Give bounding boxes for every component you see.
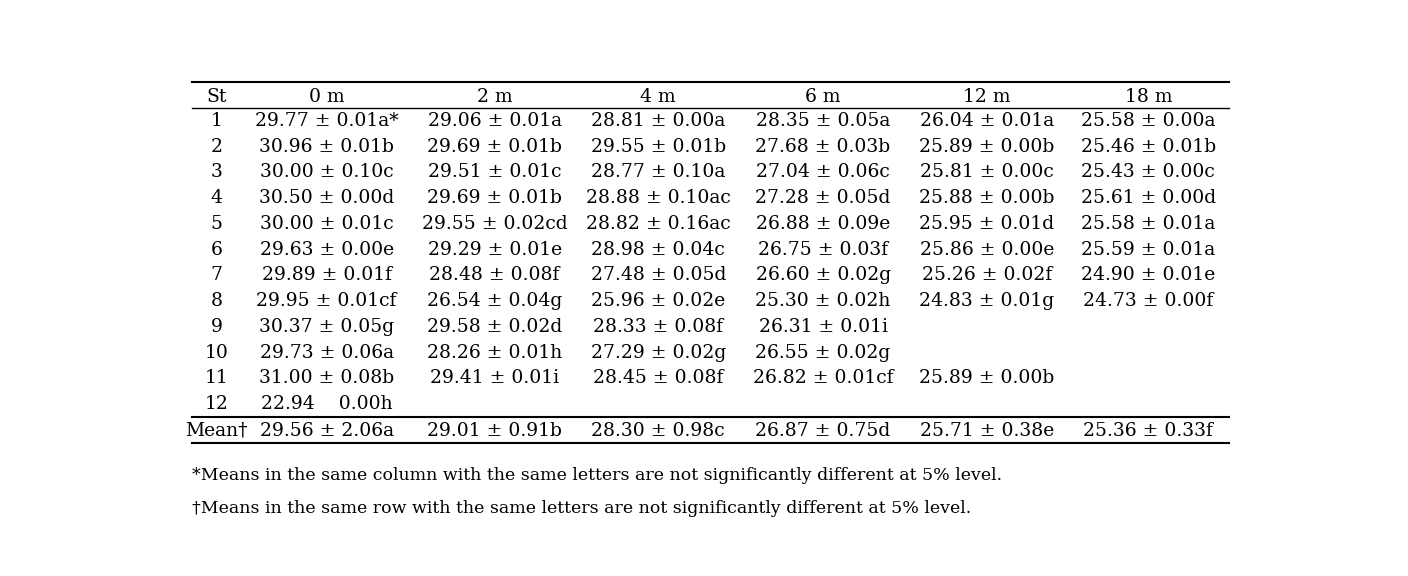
Text: 28.48 ± 0.08f: 28.48 ± 0.08f: [429, 266, 560, 285]
Text: 24.73 ± 0.00f: 24.73 ± 0.00f: [1083, 292, 1214, 310]
Text: 25.95 ± 0.01d: 25.95 ± 0.01d: [919, 215, 1055, 233]
Text: 12: 12: [204, 395, 228, 413]
Text: 29.77 ± 0.01a*: 29.77 ± 0.01a*: [255, 112, 398, 130]
Text: 29.06 ± 0.01a: 29.06 ± 0.01a: [428, 112, 562, 130]
Text: 25.61 ± 0.00d: 25.61 ± 0.00d: [1081, 189, 1217, 207]
Text: 26.55 ± 0.02g: 26.55 ± 0.02g: [756, 343, 891, 362]
Text: 24.83 ± 0.01g: 24.83 ± 0.01g: [919, 292, 1055, 310]
Text: 25.58 ± 0.01a: 25.58 ± 0.01a: [1081, 215, 1215, 233]
Text: 26.88 ± 0.09e: 26.88 ± 0.09e: [756, 215, 890, 233]
Text: 25.88 ± 0.00b: 25.88 ± 0.00b: [919, 189, 1055, 207]
Text: 25.89 ± 0.00b: 25.89 ± 0.00b: [919, 369, 1055, 387]
Text: 28.26 ± 0.01h: 28.26 ± 0.01h: [427, 343, 562, 362]
Text: 7: 7: [210, 266, 222, 285]
Text: 25.71 ± 0.38e: 25.71 ± 0.38e: [919, 422, 1053, 440]
Text: 28.81 ± 0.00a: 28.81 ± 0.00a: [591, 112, 725, 130]
Text: 29.41 ± 0.01i: 29.41 ± 0.01i: [429, 369, 559, 387]
Text: 0 m: 0 m: [308, 88, 345, 105]
Text: 25.89 ± 0.00b: 25.89 ± 0.00b: [919, 138, 1055, 156]
Text: 26.87 ± 0.75d: 26.87 ± 0.75d: [756, 422, 891, 440]
Text: St: St: [206, 88, 227, 105]
Text: 25.59 ± 0.01a: 25.59 ± 0.01a: [1081, 241, 1215, 259]
Text: 29.69 ± 0.01b: 29.69 ± 0.01b: [427, 138, 562, 156]
Text: 25.30 ± 0.02h: 25.30 ± 0.02h: [756, 292, 891, 310]
Text: 30.00 ± 0.10c: 30.00 ± 0.10c: [259, 164, 393, 181]
Text: 8: 8: [210, 292, 222, 310]
Text: 29.95 ± 0.01cf: 29.95 ± 0.01cf: [256, 292, 397, 310]
Text: 6: 6: [210, 241, 222, 259]
Text: 6 m: 6 m: [805, 88, 841, 105]
Text: 25.43 ± 0.00c: 25.43 ± 0.00c: [1081, 164, 1215, 181]
Text: 22.94    0.00h: 22.94 0.00h: [260, 395, 393, 413]
Text: 26.54 ± 0.04g: 26.54 ± 0.04g: [427, 292, 562, 310]
Text: 4: 4: [210, 189, 222, 207]
Text: 29.69 ± 0.01b: 29.69 ± 0.01b: [427, 189, 562, 207]
Text: 26.75 ± 0.03f: 26.75 ± 0.03f: [758, 241, 888, 259]
Text: 25.46 ± 0.01b: 25.46 ± 0.01b: [1080, 138, 1217, 156]
Text: 28.35 ± 0.05a: 28.35 ± 0.05a: [756, 112, 890, 130]
Text: 29.56 ± 2.06a: 29.56 ± 2.06a: [259, 422, 394, 440]
Text: 3: 3: [210, 164, 222, 181]
Text: 27.48 ± 0.05d: 27.48 ± 0.05d: [590, 266, 727, 285]
Text: 25.58 ± 0.00a: 25.58 ± 0.00a: [1081, 112, 1215, 130]
Text: 25.26 ± 0.02f: 25.26 ± 0.02f: [922, 266, 1052, 285]
Text: †Means in the same row with the same letters are not significantly different at : †Means in the same row with the same let…: [193, 500, 972, 517]
Text: 28.77 ± 0.10a: 28.77 ± 0.10a: [591, 164, 725, 181]
Text: 29.58 ± 0.02d: 29.58 ± 0.02d: [427, 318, 562, 336]
Text: 30.37 ± 0.05g: 30.37 ± 0.05g: [259, 318, 394, 336]
Text: 29.55 ± 0.01b: 29.55 ± 0.01b: [591, 138, 727, 156]
Text: 29.63 ± 0.00e: 29.63 ± 0.00e: [259, 241, 394, 259]
Text: 5: 5: [210, 215, 222, 233]
Text: 9: 9: [210, 318, 222, 336]
Text: 29.73 ± 0.06a: 29.73 ± 0.06a: [259, 343, 394, 362]
Text: 29.51 ± 0.01c: 29.51 ± 0.01c: [428, 164, 562, 181]
Text: 26.31 ± 0.01i: 26.31 ± 0.01i: [759, 318, 887, 336]
Text: 28.30 ± 0.98c: 28.30 ± 0.98c: [591, 422, 725, 440]
Text: 29.55 ± 0.02cd: 29.55 ± 0.02cd: [422, 215, 567, 233]
Text: 2 m: 2 m: [477, 88, 513, 105]
Text: 28.33 ± 0.08f: 28.33 ± 0.08f: [593, 318, 724, 336]
Text: 26.60 ± 0.02g: 26.60 ± 0.02g: [756, 266, 891, 285]
Text: 18 m: 18 m: [1125, 88, 1171, 105]
Text: 10: 10: [204, 343, 228, 362]
Text: 27.28 ± 0.05d: 27.28 ± 0.05d: [756, 189, 891, 207]
Text: 29.89 ± 0.01f: 29.89 ± 0.01f: [262, 266, 391, 285]
Text: 12 m: 12 m: [963, 88, 1011, 105]
Text: 2: 2: [210, 138, 222, 156]
Text: 24.90 ± 0.01e: 24.90 ± 0.01e: [1081, 266, 1215, 285]
Text: 26.82 ± 0.01cf: 26.82 ± 0.01cf: [753, 369, 893, 387]
Text: *Means in the same column with the same letters are not significantly different : *Means in the same column with the same …: [193, 467, 1002, 484]
Text: 27.68 ± 0.03b: 27.68 ± 0.03b: [756, 138, 891, 156]
Text: 30.50 ± 0.00d: 30.50 ± 0.00d: [259, 189, 394, 207]
Text: 28.88 ± 0.10ac: 28.88 ± 0.10ac: [586, 189, 731, 207]
Text: 31.00 ± 0.08b: 31.00 ± 0.08b: [259, 369, 394, 387]
Text: 27.04 ± 0.06c: 27.04 ± 0.06c: [756, 164, 890, 181]
Text: 25.36 ± 0.33f: 25.36 ± 0.33f: [1083, 422, 1214, 440]
Text: 30.00 ± 0.01c: 30.00 ± 0.01c: [259, 215, 393, 233]
Text: Mean†: Mean†: [184, 422, 248, 440]
Text: 1: 1: [210, 112, 222, 130]
Text: 27.29 ± 0.02g: 27.29 ± 0.02g: [591, 343, 727, 362]
Text: 26.04 ± 0.01a: 26.04 ± 0.01a: [919, 112, 1053, 130]
Text: 30.96 ± 0.01b: 30.96 ± 0.01b: [259, 138, 394, 156]
Text: 28.82 ± 0.16ac: 28.82 ± 0.16ac: [586, 215, 731, 233]
Text: 25.96 ± 0.02e: 25.96 ± 0.02e: [591, 292, 725, 310]
Text: 28.98 ± 0.04c: 28.98 ± 0.04c: [591, 241, 725, 259]
Text: 28.45 ± 0.08f: 28.45 ± 0.08f: [593, 369, 724, 387]
Text: 29.29 ± 0.01e: 29.29 ± 0.01e: [428, 241, 562, 259]
Text: 11: 11: [204, 369, 228, 387]
Text: 25.81 ± 0.00c: 25.81 ± 0.00c: [919, 164, 1053, 181]
Text: 25.86 ± 0.00e: 25.86 ± 0.00e: [919, 241, 1055, 259]
Text: 29.01 ± 0.91b: 29.01 ± 0.91b: [427, 422, 562, 440]
Text: 4 m: 4 m: [641, 88, 676, 105]
